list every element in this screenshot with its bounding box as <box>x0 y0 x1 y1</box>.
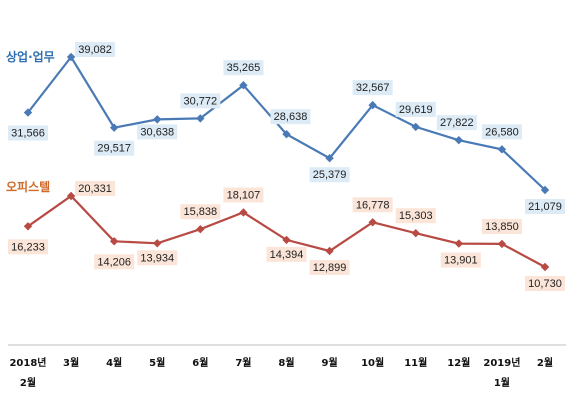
series-1: 31,566 39,082 29,517 30,638 30,772 35,265 28,6… <box>6 42 565 214</box>
x-axis-ticks: 2018년 2월 3월 4월 5월 6월 7월 8월 9월 10월 11월 12월 2019년 1월 2월 <box>9 356 553 389</box>
data-label: 39,082 <box>78 44 112 56</box>
data-point-marker <box>454 239 464 248</box>
data-label: 16,233 <box>11 241 45 253</box>
series-name-label: 상업·업무 <box>6 49 55 64</box>
data-label-bg <box>481 218 522 234</box>
data-label: 13,901 <box>444 255 478 267</box>
data-label-bg <box>395 101 436 117</box>
x-tick-label: 2월 <box>537 357 553 369</box>
data-point-marker <box>239 80 248 90</box>
data-label: 32,567 <box>356 82 390 94</box>
x-tick-label: 4월 <box>106 357 122 369</box>
data-label: 35,265 <box>227 62 261 74</box>
data-label: 27,822 <box>440 117 474 129</box>
x-tick-label: 9월 <box>321 357 337 369</box>
data-point-marker <box>239 208 248 217</box>
data-label: 31,566 <box>11 128 45 140</box>
data-label-bg <box>8 239 48 255</box>
data-label-bg <box>309 167 350 183</box>
data-label-bg <box>8 125 48 141</box>
data-label: 15,303 <box>399 210 433 222</box>
data-label: 29,619 <box>399 104 433 116</box>
data-label: 13,934 <box>140 252 174 264</box>
data-label: 26,580 <box>485 126 519 138</box>
data-point-marker <box>325 246 334 256</box>
data-label-bg <box>440 252 481 268</box>
data-point-marker <box>282 129 291 139</box>
data-label-bg <box>180 93 221 109</box>
data-label: 30,638 <box>140 126 174 138</box>
data-point-marker <box>23 108 33 117</box>
x-tick-label: 7월 <box>235 357 251 369</box>
x-tick-label: 8월 <box>278 357 294 369</box>
data-label-bg <box>223 60 264 76</box>
x-tick-label: 10월 <box>361 357 384 369</box>
data-point-marker <box>540 262 550 272</box>
data-label-bg <box>270 109 311 125</box>
data-label: 18,107 <box>227 189 261 201</box>
data-label: 16,778 <box>356 199 390 211</box>
data-label: 29,517 <box>97 143 131 155</box>
series-name-label: 오피스텔 <box>6 179 50 194</box>
data-point-marker <box>153 115 162 124</box>
data-label-bg <box>180 204 221 220</box>
data-point-marker <box>196 225 205 234</box>
data-point-marker <box>153 239 162 248</box>
data-point-marker <box>540 185 550 195</box>
data-point-marker <box>325 154 334 163</box>
data-label: 10,730 <box>528 278 562 290</box>
data-label-bg <box>94 140 135 156</box>
data-label-bg <box>525 276 565 291</box>
x-tick-label: 5월 <box>149 357 165 369</box>
data-label: 20,331 <box>78 183 112 195</box>
data-label: 14,206 <box>97 256 131 268</box>
data-label-bg <box>223 187 264 203</box>
data-label-bg <box>266 246 307 262</box>
data-label-bg <box>137 124 178 140</box>
data-label-bg <box>75 42 116 57</box>
data-point-marker <box>282 235 291 245</box>
data-label-bg <box>352 197 393 213</box>
data-point-marker <box>23 222 33 231</box>
data-point-marker <box>368 100 377 110</box>
data-label-bg <box>436 115 477 131</box>
data-label-bg <box>75 181 116 196</box>
data-point-marker <box>368 218 377 227</box>
data-label: 28,638 <box>274 111 308 123</box>
series-2: 16,233 20,331 14,206 13,934 15,838 18,107 14,3… <box>6 179 565 291</box>
data-point-marker <box>196 114 205 123</box>
series-layer: 31,566 39,082 29,517 30,638 30,772 35,265 28,6… <box>6 42 565 291</box>
data-label: 25,379 <box>313 169 347 181</box>
x-tick-label: 12월 <box>447 357 470 369</box>
data-label-bg <box>395 208 436 224</box>
data-label: 12,899 <box>313 262 347 274</box>
data-point-marker <box>109 237 119 246</box>
data-point-marker <box>411 228 420 238</box>
data-label-bg <box>94 254 135 270</box>
data-point-marker <box>411 122 420 132</box>
x-tick-label: 2019년 1월 <box>483 356 520 389</box>
data-point-marker <box>66 52 76 62</box>
data-label: 15,838 <box>184 206 218 218</box>
x-tick-label: 2018년 2월 <box>9 356 46 389</box>
data-point-marker <box>109 123 119 132</box>
data-label: 21,079 <box>528 201 562 213</box>
x-tick-label: 6월 <box>192 357 208 369</box>
data-label-bg <box>481 124 522 140</box>
x-tick-label: 3월 <box>63 357 79 369</box>
data-point-marker <box>497 145 507 154</box>
data-point-marker <box>66 191 76 201</box>
data-label-bg <box>137 250 178 266</box>
data-label: 14,394 <box>270 249 304 261</box>
data-label: 13,850 <box>485 221 519 233</box>
data-label-bg <box>525 199 565 214</box>
data-point-marker <box>497 239 507 249</box>
data-label: 30,772 <box>184 95 218 107</box>
data-label-bg <box>309 259 350 275</box>
data-label-bg <box>352 80 393 96</box>
data-point-marker <box>454 135 464 145</box>
x-tick-label: 11월 <box>404 357 427 369</box>
